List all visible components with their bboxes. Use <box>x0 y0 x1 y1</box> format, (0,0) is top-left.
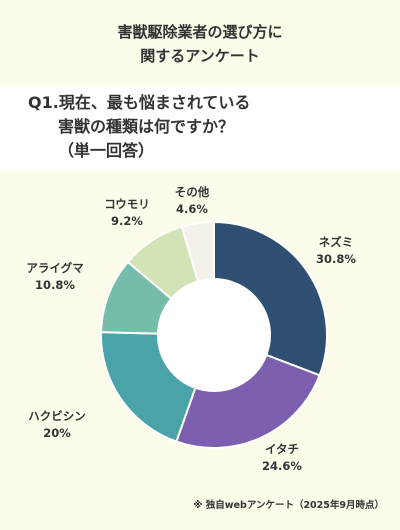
slice-label-1: ネズミ <box>319 235 354 249</box>
slice-label-5: コウモリ <box>104 197 150 211</box>
slice-label-6: その他 <box>175 185 210 199</box>
slice-value-6: 4.6% <box>176 202 208 216</box>
footnote: ※ 独自webアンケート（2025年9月時点） <box>193 500 384 511</box>
donut-hole <box>158 279 270 391</box>
title-line-2: 関するアンケート <box>140 47 260 65</box>
question-line-3: （単一回答） <box>58 141 155 160</box>
donut-labels: ネズミ 30.8% イタチ 24.6% ハクビシン 20% アライグマ 10.8% コウモリ 9.… <box>26 185 356 473</box>
title-line-1: 害獣駆除業者の選び方に <box>117 23 283 41</box>
donut-slices <box>100 220 328 449</box>
slice-value-2: 24.6% <box>262 459 302 473</box>
slice-value-3: 20% <box>43 426 71 440</box>
slice-value-4: 10.8% <box>35 278 75 292</box>
question-band <box>0 86 400 170</box>
slice-label-2: イタチ <box>265 442 299 456</box>
slice-value-1: 30.8% <box>316 252 356 266</box>
question-line-1: Q1.現在、最も悩まされている <box>28 93 251 112</box>
slice-label-3: ハクビシン <box>28 409 86 423</box>
slice-value-5: 9.2% <box>111 214 143 228</box>
chart-title: 害獣駆除業者の選び方に 関するアンケート <box>0 20 400 68</box>
slice-label-4: アライグマ <box>26 261 84 275</box>
question-line-2: 害獣の種類は何ですか？ <box>58 117 235 136</box>
